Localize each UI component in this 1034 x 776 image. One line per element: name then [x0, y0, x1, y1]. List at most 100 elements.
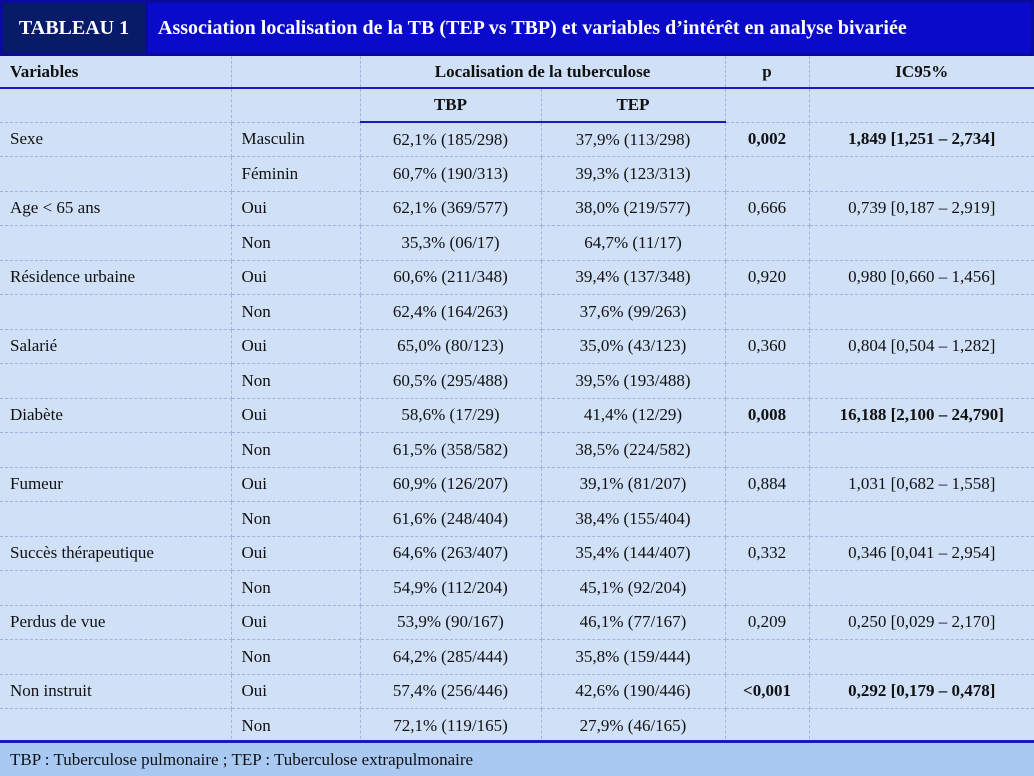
tbp-cell: 57,4% (256/446) — [360, 674, 542, 709]
tbp-cell: 60,5% (295/488) — [360, 363, 542, 399]
column-header-modality — [231, 56, 361, 89]
table-row: Fumeur Oui 60,9% (126/207) 39,1% (81/207) 0,… — [0, 467, 1034, 502]
tbp-cell: 64,2% (285/444) — [360, 639, 542, 675]
variable-cell — [0, 156, 232, 192]
modality-cell: Non — [231, 501, 361, 537]
column-header-p: p — [725, 56, 810, 89]
tep-cell: 39,5% (193/488) — [541, 363, 726, 399]
column-header-variables: Variables — [0, 56, 232, 89]
p-value-cell — [725, 225, 810, 261]
tep-cell: 38,4% (155/404) — [541, 501, 726, 537]
variable-cell — [0, 432, 232, 468]
modality-cell: Masculin — [231, 122, 361, 157]
modality-cell: Oui — [231, 674, 361, 709]
modality-cell: Non — [231, 432, 361, 468]
table-title-bar: TABLEAU 1 Association localisation de la… — [0, 0, 1034, 56]
column-header-ic: IC95% — [809, 56, 1034, 89]
ic95-cell — [809, 294, 1034, 330]
variable-cell: Fumeur — [0, 467, 232, 502]
tep-cell: 39,3% (123/313) — [541, 156, 726, 192]
modality-cell: Non — [231, 570, 361, 606]
variable-cell — [0, 294, 232, 330]
ic95-cell — [809, 363, 1034, 399]
p-value-cell — [725, 294, 810, 330]
p-value-cell: 0,008 — [725, 398, 810, 433]
ic95-cell — [809, 570, 1034, 606]
ic95-cell: 0,739 [0,187 – 2,919] — [809, 191, 1034, 226]
variable-cell — [0, 570, 232, 606]
tbp-cell: 60,6% (211/348) — [360, 260, 542, 295]
modality-cell: Oui — [231, 605, 361, 640]
tep-cell: 41,4% (12/29) — [541, 398, 726, 433]
tep-cell: 46,1% (77/167) — [541, 605, 726, 640]
table-row: Non 35,3% (06/17) 64,7% (11/17) — [0, 225, 1034, 261]
modality-cell: Oui — [231, 467, 361, 502]
modality-cell: Non — [231, 294, 361, 330]
variable-cell — [0, 363, 232, 399]
tep-cell: 64,7% (11/17) — [541, 225, 726, 261]
ic95-cell: 0,250 [0,029 – 2,170] — [809, 605, 1034, 640]
tep-cell: 38,5% (224/582) — [541, 432, 726, 468]
table-row: Non 60,5% (295/488) 39,5% (193/488) — [0, 363, 1034, 399]
tbp-cell: 60,9% (126/207) — [360, 467, 542, 502]
tep-cell: 35,0% (43/123) — [541, 329, 726, 364]
table-row: Succès thérapeutique Oui 64,6% (263/407) 35… — [0, 536, 1034, 571]
table-row: Non 61,6% (248/404) 38,4% (155/404) — [0, 501, 1034, 537]
column-header-localisation: Localisation de la tuberculose — [360, 56, 726, 89]
ic95-cell: 0,292 [0,179 – 0,478] — [809, 674, 1034, 709]
tep-cell: 37,6% (99/263) — [541, 294, 726, 330]
table-row: Non instruit Oui 57,4% (256/446) 42,6% (190… — [0, 674, 1034, 709]
p-value-cell — [725, 501, 810, 537]
header-row: Variables Localisation de la tuberculose… — [0, 56, 1034, 89]
modality-cell: Oui — [231, 536, 361, 571]
variable-cell: Diabète — [0, 398, 232, 433]
table-row: Féminin 60,7% (190/313) 39,3% (123/313) — [0, 156, 1034, 192]
tbp-cell: 54,9% (112/204) — [360, 570, 542, 606]
tep-cell: 39,1% (81/207) — [541, 467, 726, 502]
tbp-cell: 64,6% (263/407) — [360, 536, 542, 571]
table-row: Non 62,4% (164/263) 37,6% (99/263) — [0, 294, 1034, 330]
modality-cell: Oui — [231, 329, 361, 364]
tbp-cell: 58,6% (17/29) — [360, 398, 542, 433]
ic95-cell: 0,346 [0,041 – 2,954] — [809, 536, 1034, 571]
variable-cell: Perdus de vue — [0, 605, 232, 640]
variable-cell — [0, 708, 232, 744]
tep-cell: 37,9% (113/298) — [541, 122, 726, 157]
ic95-cell — [809, 708, 1034, 744]
variable-cell — [0, 501, 232, 537]
table-row: Sexe Masculin 62,1% (185/298) 37,9% (113/29… — [0, 122, 1034, 157]
modality-cell: Oui — [231, 191, 361, 226]
modality-cell: Non — [231, 708, 361, 744]
tbp-cell: 53,9% (90/167) — [360, 605, 542, 640]
p-value-cell: 0,332 — [725, 536, 810, 571]
variable-cell: Sexe — [0, 122, 232, 157]
tbp-cell: 60,7% (190/313) — [360, 156, 542, 192]
modality-cell: Non — [231, 363, 361, 399]
bivariate-table: Variables Localisation de la tuberculose… — [0, 56, 1034, 744]
table-title: Association localisation de la TB (TEP v… — [148, 3, 1031, 53]
modality-cell: Oui — [231, 398, 361, 433]
variable-cell: Succès thérapeutique — [0, 536, 232, 571]
tep-cell: 27,9% (46/165) — [541, 708, 726, 744]
variable-cell: Salarié — [0, 329, 232, 364]
table-row: Non 54,9% (112/204) 45,1% (92/204) — [0, 570, 1034, 606]
tbp-cell: 62,1% (185/298) — [360, 122, 542, 157]
variable-cell: Résidence urbaine — [0, 260, 232, 295]
tbp-cell: 61,5% (358/582) — [360, 432, 542, 468]
p-value-cell — [725, 570, 810, 606]
p-value-cell: 0,666 — [725, 191, 810, 226]
ic95-cell: 1,849 [1,251 – 2,734] — [809, 122, 1034, 157]
ic95-cell: 0,804 [0,504 – 1,282] — [809, 329, 1034, 364]
ic95-cell — [809, 225, 1034, 261]
subheader-row: TBP TEP — [0, 88, 1034, 123]
table-footnote: TBP : Tuberculose pulmonaire ; TEP : Tub… — [0, 740, 1034, 776]
tep-cell: 35,8% (159/444) — [541, 639, 726, 675]
p-value-cell — [725, 432, 810, 468]
ic95-cell — [809, 432, 1034, 468]
table-row: Non 61,5% (358/582) 38,5% (224/582) — [0, 432, 1034, 468]
table-row: Salarié Oui 65,0% (80/123) 35,0% (43/123) 0,… — [0, 329, 1034, 364]
tep-cell: 45,1% (92/204) — [541, 570, 726, 606]
modality-cell: Non — [231, 225, 361, 261]
variable-cell — [0, 225, 232, 261]
tbp-cell: 72,1% (119/165) — [360, 708, 542, 744]
